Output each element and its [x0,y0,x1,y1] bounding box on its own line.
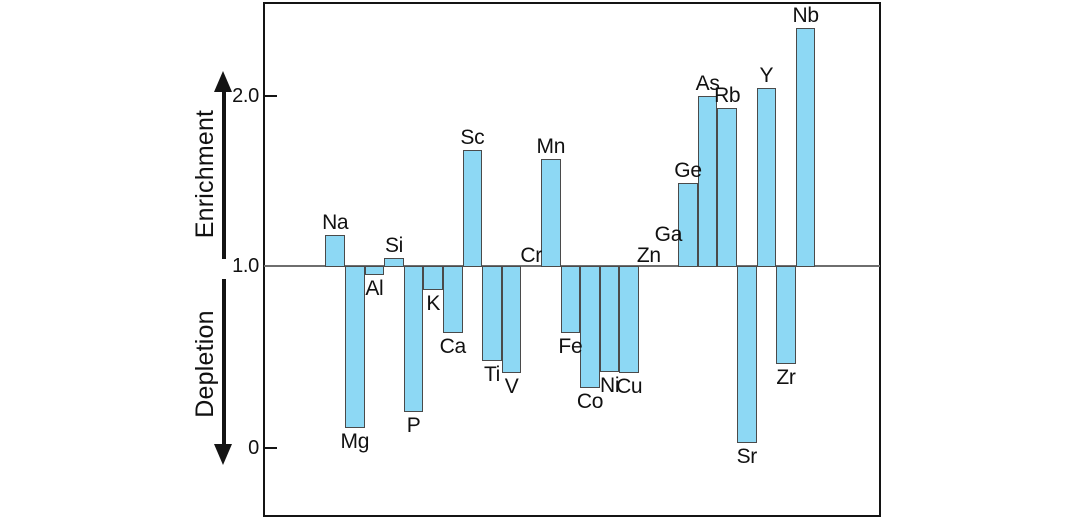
bar-rb [717,107,737,267]
element-label-si: Si [384,233,404,257]
element-label-nb: Nb [792,4,819,27]
bar-si [384,257,404,267]
bar-ni [599,266,620,372]
enrichment-arrow-up-icon [214,71,232,92]
element-label-y: Y [759,63,774,87]
element-label-ga: Ga [654,223,683,246]
element-label-ni: Ni [599,373,620,397]
bar-nb [795,28,816,267]
element-label-p: P [406,413,421,437]
element-label-as: As [695,72,720,95]
bar-mn [541,158,561,267]
bar-as [697,96,718,267]
element-label-mn: Mn [536,134,566,158]
element-label-v: V [504,375,519,399]
bar-ti [482,266,502,361]
bar-y [756,87,777,267]
baseline-1.0-line [264,264,880,267]
bar-fe [560,266,581,334]
enrichment-arrow-shaft [222,89,226,259]
element-label-fe: Fe [558,335,583,359]
element-label-ge: Ge [674,158,702,182]
y-tick-label-2.0: 2.0 [232,85,259,107]
element-label-rb: Rb [714,83,741,107]
element-label-na: Na [322,211,349,235]
element-label-k: K [426,291,441,315]
y-tick-0 [265,446,277,450]
element-label-sr: Sr [736,444,758,468]
bar-zr [776,266,796,365]
plot-frame [263,2,881,517]
element-label-zn: Zn [636,244,661,267]
element-label-cr: Cr [520,244,542,267]
element-label-ca: Ca [439,335,467,359]
element-label-co: Co [576,389,604,413]
bar-ca [443,266,463,334]
depletion-arrow-down-icon [214,444,232,465]
bar-ge [678,182,698,267]
element-label-zr: Zr [776,366,796,390]
element-label-cu: Cu [616,375,643,399]
bar-sc [462,150,483,267]
bar-mg [345,266,365,428]
y-tick-label-1.0: 1.0 [232,255,259,277]
element-label-sc: Sc [460,126,485,150]
bar-v [501,266,522,374]
element-label-ti: Ti [483,362,501,386]
depletion-arrow-shaft [222,279,226,445]
bar-k [423,266,443,290]
bar-co [580,266,600,388]
bar-sr [737,266,757,443]
element-label-al: Al [365,277,384,301]
bar-al [364,266,385,276]
bar-cu [619,266,639,374]
y-tick-label-0: 0 [248,437,259,459]
element-label-mg: Mg [340,429,370,453]
y-tick-2.0 [265,94,277,98]
bar-na [325,235,345,267]
bar-p [403,266,424,412]
